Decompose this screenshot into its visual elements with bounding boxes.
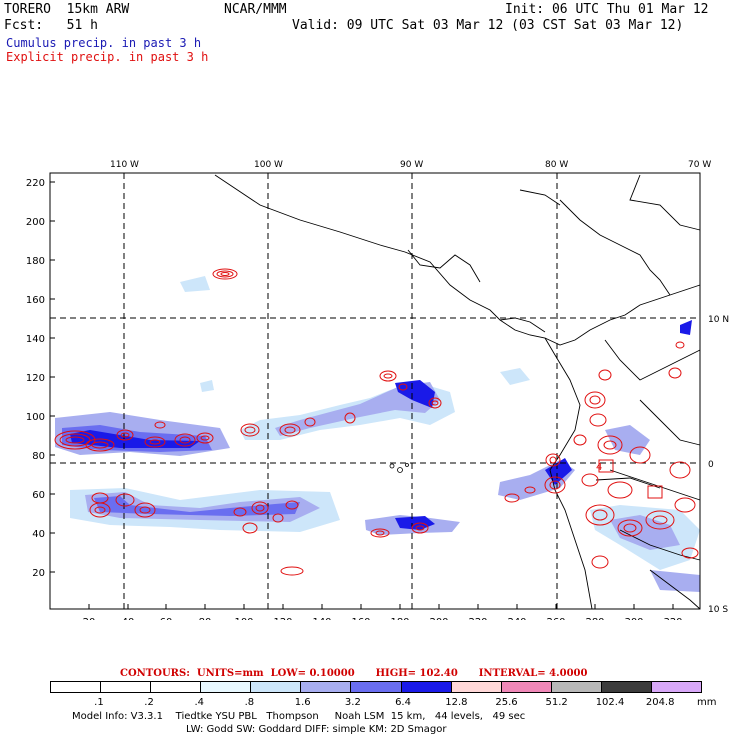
explicit-precip-contours (54, 268, 699, 576)
colorbar-label: .1 (94, 697, 104, 708)
x-tick: 60 (160, 617, 173, 620)
contour-title: CONTOURS: (120, 668, 190, 679)
x-tick: 180 (390, 617, 409, 620)
colorbar-label: 3.2 (344, 697, 361, 708)
y-tick: 180 (26, 256, 45, 267)
colorbar-swatch (500, 682, 551, 692)
y-tick: 220 (26, 178, 45, 189)
model-title: TORERO 15km ARW (4, 2, 130, 17)
x-tick: 280 (585, 617, 604, 620)
contour-low: LOW= 0.10000 (270, 668, 355, 679)
y-tick: 200 (26, 217, 45, 228)
colorbar-label: 102.4 (595, 697, 625, 708)
colorbar-swatch (400, 682, 451, 692)
valid-time: Valid: 09 UTC Sat 03 Mar 12 (03 CST Sat … (292, 18, 684, 33)
lat-label-10n: 10 N (708, 315, 729, 325)
x-tick: 120 (273, 617, 292, 620)
init-time: Init: 06 UTC Thu 01 Mar 12 (505, 2, 709, 17)
colorbar-swatch (150, 682, 201, 692)
map-frame (49, 172, 701, 610)
legend-explicit: Explicit precip. in past 3 h (6, 50, 209, 64)
colorbar-swatch (650, 682, 702, 692)
galapagos-islands (389, 463, 409, 473)
x-tick: 240 (507, 617, 526, 620)
contour-units: UNITS=mm (196, 668, 264, 679)
colorbar-label: 1.6 (294, 697, 311, 708)
y-tick: 80 (32, 451, 45, 462)
colorbar-swatch (200, 682, 251, 692)
lon-label-70w: 70 W (688, 160, 711, 170)
colorbar (50, 681, 702, 693)
lat-label-0: 0 (708, 460, 714, 470)
lon-label-110w: 110 W (110, 160, 139, 170)
y-tick: 120 (26, 373, 45, 384)
colorbar-swatch (300, 682, 351, 692)
x-tick: 320 (663, 617, 682, 620)
model-info-line2: LW: Godd SW: Goddard DIFF: simple KM: 2D… (186, 724, 447, 735)
contour-interval: INTERVAL= 4.0000 (478, 668, 588, 679)
x-tick: 40 (122, 617, 135, 620)
lon-label-90w: 90 W (400, 160, 423, 170)
colorbar-label: .8 (244, 697, 255, 708)
graticule (50, 173, 700, 609)
cumulus-precip-shading (55, 276, 700, 592)
y-tick: 100 (26, 412, 45, 423)
colorbar-swatch (250, 682, 301, 692)
y-tick: 20 (32, 568, 45, 579)
x-tick: 200 (429, 617, 448, 620)
lon-label-100w: 100 W (254, 160, 283, 170)
x-tick: 260 (546, 617, 565, 620)
colorbar-label: 12.8 (445, 697, 468, 708)
colorbar-label: .4 (194, 697, 204, 708)
lat-label-10s: 10 S (708, 605, 728, 615)
colorbar-label: .2 (144, 697, 154, 708)
colorbar-label: 204.8 (645, 697, 675, 708)
y-tick: 40 (32, 529, 45, 540)
colorbar-swatch (550, 682, 601, 692)
x-tick: 100 (234, 617, 253, 620)
colorbar-label: 25.6 (495, 697, 518, 708)
y-tick: 60 (32, 490, 45, 501)
colorbar-swatch (600, 682, 651, 692)
colorbar-swatch (100, 682, 151, 692)
precip-map: 4 110 W 100 W 90 W 80 W 70 W 10 N 0 10 S… (26, 160, 729, 620)
x-tick: 160 (351, 617, 370, 620)
x-tick: 140 (312, 617, 331, 620)
x-tick: 220 (468, 617, 487, 620)
y-tick: 140 (26, 334, 45, 345)
colorbar-swatch (51, 682, 101, 692)
colorbar-unit: mm (697, 697, 717, 708)
forecast-hour: Fcst: 51 h (4, 18, 98, 33)
contour-info: CONTOURS: UNITS=mm LOW= 0.10000 HIGH= 10… (120, 668, 587, 679)
lon-label-80w: 80 W (545, 160, 568, 170)
colorbar-label: 51.2 (545, 697, 568, 708)
colorbar-label: 6.4 (395, 697, 411, 708)
colorbar-swatch (350, 682, 401, 692)
legend-cumulus: Cumulus precip. in past 3 h (6, 36, 202, 50)
x-tick: 80 (199, 617, 212, 620)
colorbar-swatch (450, 682, 501, 692)
contour-cell-label: 4 (596, 462, 602, 473)
y-tick: 160 (26, 295, 45, 306)
x-tick: 20 (83, 617, 96, 620)
x-tick: 300 (624, 617, 643, 620)
org-label: NCAR/MMM (224, 2, 287, 17)
model-info-line1: Model Info: V3.3.1 Tiedtke YSU PBL Thomp… (72, 711, 526, 722)
contour-high: HIGH= 102.40 (375, 668, 458, 679)
